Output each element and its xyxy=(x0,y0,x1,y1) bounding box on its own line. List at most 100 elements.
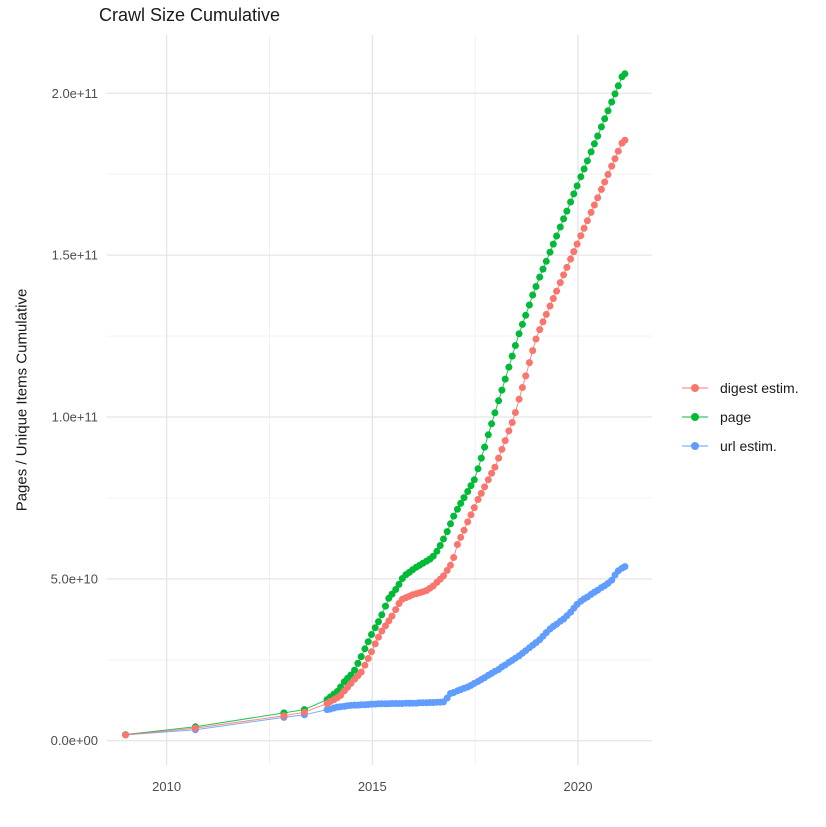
data-point xyxy=(546,248,554,256)
series-line xyxy=(125,566,626,736)
data-point xyxy=(518,384,526,391)
legend-item-digest-estim: digest estim. xyxy=(680,380,799,396)
data-point xyxy=(542,310,550,318)
data-point xyxy=(501,437,509,445)
data-point xyxy=(433,547,441,555)
legend-key-icon xyxy=(682,413,708,421)
data-point xyxy=(450,554,458,561)
data-point xyxy=(429,552,437,560)
y-tick-label: 2.0e+11 xyxy=(52,86,98,101)
data-point xyxy=(511,342,519,349)
data-point xyxy=(604,107,612,115)
data-point xyxy=(563,207,571,215)
y-tick-label: 0.0e+00 xyxy=(51,733,98,748)
data-point xyxy=(371,624,379,632)
data-point xyxy=(388,612,396,620)
data-point xyxy=(477,454,485,462)
legend-label: page xyxy=(720,409,752,425)
data-point xyxy=(378,611,386,619)
data-point xyxy=(542,257,550,265)
data-point xyxy=(594,132,602,140)
data-point xyxy=(470,476,478,484)
data-point xyxy=(368,631,375,638)
data-point xyxy=(546,302,554,310)
data-point xyxy=(450,512,458,520)
data-point xyxy=(570,190,578,198)
data-point xyxy=(464,488,472,495)
data-point xyxy=(515,395,523,403)
data-point xyxy=(597,123,605,131)
data-point xyxy=(577,232,585,240)
data-point xyxy=(443,566,451,574)
data-point xyxy=(536,273,544,281)
y-tick-labels: 0.0e+00 5.0e+10 1.0e+11 1.5e+11 2.0e+11 xyxy=(51,86,98,748)
data-point xyxy=(495,454,503,462)
legend-key-icon xyxy=(682,442,708,450)
data-point xyxy=(392,586,400,593)
data-point xyxy=(280,712,288,720)
data-point xyxy=(549,240,557,248)
data-point xyxy=(484,431,492,439)
data-point xyxy=(361,645,369,653)
data-point xyxy=(611,155,619,163)
legend-key-icon xyxy=(682,384,708,392)
data-point xyxy=(382,602,389,610)
gridlines-minor xyxy=(107,35,652,765)
data-point xyxy=(505,427,513,435)
data-point xyxy=(563,263,571,271)
data-point xyxy=(587,148,595,156)
gridlines-major xyxy=(107,35,652,765)
x-tick-label: 2010 xyxy=(152,779,181,794)
y-tick-label: 5.0e+10 xyxy=(51,571,98,586)
data-point xyxy=(536,326,544,334)
data-point xyxy=(532,335,540,343)
data-point xyxy=(577,173,585,181)
data-point xyxy=(368,648,375,656)
data-point xyxy=(440,535,447,543)
data-point xyxy=(491,409,499,417)
data-point xyxy=(440,572,447,580)
data-point xyxy=(580,165,588,173)
data-point xyxy=(488,469,496,477)
data-point xyxy=(375,618,382,626)
data-point xyxy=(553,287,561,295)
data-point xyxy=(357,668,365,676)
data-point xyxy=(553,232,561,240)
data-point xyxy=(505,363,513,371)
data-point xyxy=(614,82,622,90)
data-point xyxy=(484,476,492,484)
data-point xyxy=(608,162,616,170)
data-point xyxy=(364,655,372,662)
legend: digest estim. page url estim. xyxy=(680,380,799,454)
data-point xyxy=(580,224,588,232)
x-tick-label: 2020 xyxy=(564,779,593,794)
data-point xyxy=(457,533,465,541)
data-point xyxy=(556,223,564,231)
data-point xyxy=(604,171,612,178)
data-point xyxy=(460,494,468,502)
data-point xyxy=(508,352,516,360)
data-point xyxy=(453,505,461,513)
data-point xyxy=(587,208,595,216)
data-point xyxy=(477,489,485,497)
data-point xyxy=(467,511,475,519)
data-point xyxy=(570,248,578,256)
data-point xyxy=(488,420,496,428)
data-point xyxy=(395,580,403,588)
data-point xyxy=(357,653,365,661)
data-point xyxy=(590,201,598,209)
y-tick-label: 1.0e+11 xyxy=(52,409,98,424)
series-digest-estim xyxy=(122,136,629,739)
data-point xyxy=(453,541,461,548)
series-line xyxy=(125,73,626,736)
data-point xyxy=(447,520,454,528)
data-point xyxy=(608,576,616,584)
data-point xyxy=(567,198,575,206)
data-point xyxy=(539,318,547,326)
data-point xyxy=(382,622,389,630)
data-point xyxy=(392,606,400,614)
series-url-estim xyxy=(122,563,629,739)
data-point xyxy=(511,409,519,416)
data-point xyxy=(573,240,581,248)
data-point xyxy=(525,359,533,367)
